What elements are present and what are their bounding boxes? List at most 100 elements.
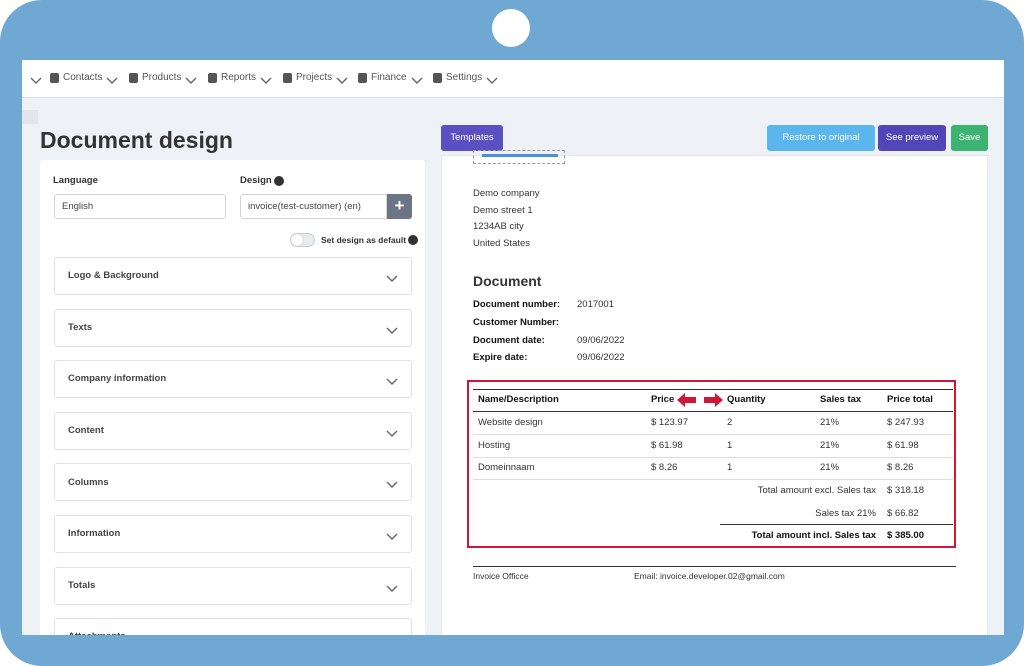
nav-caret (185, 73, 197, 84)
table-cell: $ 8.26 (651, 462, 678, 474)
highlight-box (467, 380, 956, 548)
screen: Contacts Products Reports Projects Finance Se… (22, 60, 1004, 635)
nav-caret (30, 73, 42, 84)
logo-bar (482, 154, 558, 157)
button-label[interactable]: Restore to original (782, 132, 860, 144)
preview-panel (441, 155, 988, 635)
section-title: Attachments (68, 629, 126, 635)
nav-item[interactable]: Projects (296, 72, 333, 83)
table-header: Quantity (727, 394, 766, 406)
meta-label: Document date: (473, 335, 545, 347)
footer-text: Email: invoice.developer.02@gmail.com (634, 570, 785, 581)
total-label: Total amount incl. Sales tax (751, 530, 876, 542)
nav-caret (260, 73, 272, 84)
meta-value: 09/06/2022 (577, 352, 625, 364)
nav-item[interactable]: Finance (371, 72, 407, 83)
table-header: Name/Description (478, 394, 559, 406)
language-input[interactable] (54, 194, 226, 219)
table-cell: $ 123.97 (651, 417, 688, 429)
total-value: $ 66.82 (887, 507, 919, 519)
button[interactable] (441, 125, 503, 151)
expand-caret (386, 374, 398, 386)
button[interactable] (878, 125, 946, 151)
meta-value: 09/06/2022 (577, 335, 625, 347)
nav-caret (411, 73, 423, 84)
table-header: Price (651, 394, 675, 406)
table-cell: 2 (727, 417, 733, 429)
section-title: Company information (68, 373, 167, 385)
accordion-section[interactable] (54, 360, 412, 399)
section-title: Totals (68, 579, 96, 591)
nav-icon (283, 73, 292, 83)
total-value: $ 385.00 (887, 530, 924, 542)
accordion-section[interactable] (54, 308, 412, 347)
section-title: Logo & Background (68, 270, 159, 282)
expand-caret (386, 477, 398, 489)
table-rule (473, 456, 953, 458)
accordion-section[interactable] (54, 411, 412, 450)
button-label[interactable]: Save (958, 132, 981, 144)
section-title: Texts (68, 321, 93, 333)
table-rule (473, 479, 953, 480)
nav-caret (106, 73, 118, 84)
expand-caret (386, 426, 398, 437)
table-cell: 21% (820, 417, 840, 429)
add-design-button[interactable]: + (387, 194, 412, 219)
toggle-label: Set design as default (321, 234, 407, 245)
meta-label: Expire date: (473, 352, 528, 364)
design-select[interactable] (240, 194, 387, 219)
nav-icon (129, 73, 138, 83)
table-cell: $ 8.26 (887, 462, 914, 474)
table-rule (473, 389, 953, 390)
table-cell: Hosting (478, 439, 511, 451)
button[interactable] (767, 125, 875, 151)
total-label: Total amount excl. Sales tax (757, 485, 876, 497)
accordion-section[interactable] (54, 515, 412, 553)
meta-value: 2017001 (577, 299, 614, 311)
footer-rule (473, 566, 956, 567)
info-icon (408, 235, 418, 245)
table-cell: 1 (727, 462, 733, 474)
nav-item[interactable]: Products (142, 72, 182, 83)
expand-caret (386, 323, 398, 334)
sidebar-edge (22, 110, 38, 124)
nav-icon (358, 73, 367, 83)
accordion-section[interactable] (54, 463, 412, 502)
total-label: Sales tax 21% (815, 507, 876, 519)
table-header: Sales tax (820, 394, 862, 406)
nav-item[interactable]: Contacts (63, 72, 103, 83)
nav-caret (336, 73, 348, 84)
document-title: Document (473, 273, 542, 289)
table-cell: Website design (478, 417, 543, 429)
nav-icon (433, 73, 442, 83)
table-header: Price total (887, 394, 933, 406)
camera (492, 9, 530, 47)
table-rule (473, 434, 953, 435)
expand-caret (386, 581, 398, 592)
nav-bar (22, 60, 1004, 98)
company-line: Demo street 1 (473, 204, 533, 216)
accordion-section[interactable] (54, 618, 412, 635)
table-cell: $ 61.98 (651, 439, 683, 451)
nav-icon (50, 73, 59, 83)
total-value: $ 318.18 (887, 485, 924, 497)
button-label[interactable]: See preview (885, 132, 939, 144)
table-rule (720, 524, 953, 525)
expand-caret (386, 529, 398, 540)
table-cell: 21% (820, 462, 840, 474)
company-line: United States (473, 238, 531, 250)
nav-item[interactable]: Reports (221, 72, 257, 83)
button-label[interactable]: Templates (450, 132, 494, 144)
meta-label: Document number: (473, 299, 561, 311)
accordion-section[interactable] (54, 257, 412, 295)
info-icon (274, 176, 284, 186)
company-line: Demo company (473, 188, 540, 200)
field-label: Design (240, 175, 272, 187)
button[interactable] (951, 125, 988, 151)
accordion-section[interactable] (54, 566, 412, 605)
company-line: 1234AB city (473, 221, 524, 233)
table-rule (473, 411, 953, 412)
input-value: English (62, 201, 94, 213)
nav-item[interactable]: Settings (446, 72, 483, 83)
